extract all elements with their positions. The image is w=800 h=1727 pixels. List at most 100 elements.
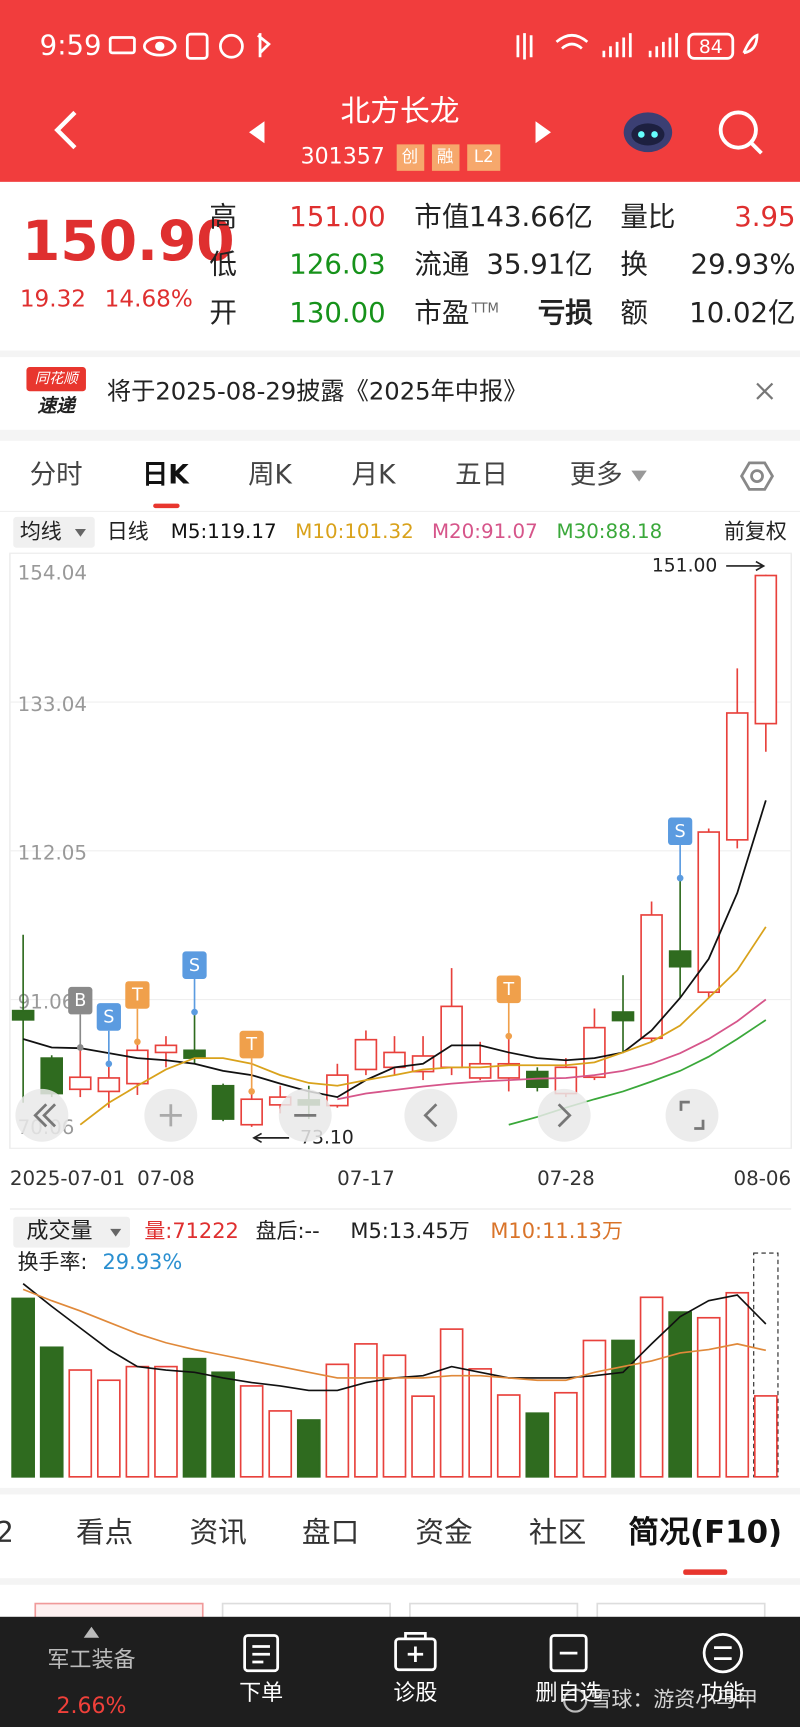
low-arrow — [252, 1132, 290, 1143]
icon — [33, 1103, 57, 1128]
volume-bar — [182, 1357, 207, 1478]
search-icon[interactable] — [718, 110, 763, 155]
volume-bar — [411, 1395, 435, 1478]
indicator-selector-bg[interactable] — [13, 1216, 131, 1248]
x-tick-label: 2025-07-01 — [10, 1167, 125, 1190]
badge-bg — [431, 144, 460, 171]
scroll-left[interactable] — [404, 1088, 458, 1142]
candle-body — [640, 914, 663, 1040]
volume-bar — [639, 1296, 664, 1478]
y-tick-label: 91.06 — [18, 990, 75, 1013]
signal-dot — [134, 1038, 141, 1046]
signal-dot — [191, 1008, 198, 1016]
period-tab[interactable]: 更多 — [570, 460, 623, 491]
volume-label: M10:11.13万 — [490, 1219, 623, 1243]
volume-bar — [125, 1365, 150, 1478]
info-tab[interactable]: 盘口 — [302, 1515, 359, 1549]
icon — [679, 1100, 705, 1130]
legend-entry: M10:101.32 — [295, 520, 413, 543]
volume-bar — [725, 1291, 750, 1478]
info-tab-active[interactable]: 简况(F10) — [628, 1515, 782, 1551]
volume-label: M5:13.45万 — [350, 1219, 469, 1243]
ma-line — [79, 926, 767, 1126]
quote-fields: 高 151.00 低 126.03 开 130.00 市值 143.66亿 流通… — [209, 201, 795, 329]
volume-bar — [268, 1410, 293, 1478]
nav-icons — [243, 1631, 743, 1674]
icon — [423, 1103, 438, 1128]
nav-item[interactable]: 下单 — [239, 1681, 283, 1706]
info-tab[interactable]: 社区 — [529, 1515, 586, 1549]
period-tab[interactable]: 分时 — [30, 460, 83, 491]
assistant-icon[interactable] — [623, 112, 673, 153]
field-label: 市值 — [414, 201, 469, 233]
volume-label: 量:71222 — [144, 1219, 239, 1243]
signal-label: T — [245, 1035, 257, 1055]
candle-body — [383, 1051, 406, 1069]
legend-entry: M20:91.07 — [432, 520, 538, 543]
signal-label: S — [189, 956, 200, 976]
watermark: 雪球：游资小马甲 — [591, 1688, 758, 1712]
next-stock[interactable] — [535, 121, 551, 144]
ma-selector-bg[interactable] — [13, 516, 95, 548]
notice-close[interactable] — [756, 382, 774, 400]
tab-indicator — [683, 1569, 728, 1575]
sector-name[interactable]: 军工装备 — [47, 1648, 135, 1673]
nav-item[interactable]: 诊股 — [393, 1681, 437, 1706]
signal-label: S — [103, 1007, 114, 1027]
field-label: 量比 — [620, 201, 675, 233]
zoom-out-far[interactable] — [15, 1088, 69, 1142]
volume-bar — [96, 1379, 121, 1478]
volume-bar — [325, 1363, 350, 1478]
field-value: 亏损 — [538, 297, 594, 329]
info-tab[interactable]: 资讯 — [190, 1515, 247, 1549]
ma-selector[interactable]: 均线 — [20, 519, 62, 543]
period-tab[interactable]: 五日 — [455, 460, 508, 491]
volume-bar — [753, 1395, 778, 1478]
info-tab[interactable]: 资金 — [415, 1515, 472, 1549]
period-tab[interactable]: 周K — [248, 460, 292, 491]
x-tick-label: 07-17 — [337, 1167, 395, 1190]
field-label: 额 — [620, 297, 648, 329]
candle-body — [126, 1049, 149, 1085]
status-icons — [108, 32, 759, 60]
notice-text[interactable]: 将于2025-08-29披露《2025年中报》 — [107, 376, 528, 405]
watermark-logo — [563, 1688, 588, 1713]
info-tab[interactable]: 2 — [0, 1515, 14, 1549]
badge-bg — [467, 144, 501, 171]
nav-item[interactable]: 功能 — [701, 1681, 745, 1706]
chart-controls — [15, 1088, 719, 1142]
period-type: 日线 — [107, 519, 149, 543]
signal-badge — [668, 817, 693, 846]
legend-entry: M30:88.18 — [556, 520, 662, 543]
candle-body — [154, 1044, 178, 1054]
info-tab[interactable]: 看点 — [76, 1515, 133, 1549]
signal-label: T — [502, 980, 514, 1000]
period-tab-active[interactable]: 日K — [142, 460, 190, 491]
volume-bar — [68, 1369, 93, 1478]
notice-logo-bg — [26, 367, 86, 392]
adjust-mode[interactable]: 前复权 — [724, 519, 787, 543]
badge: 融 — [437, 147, 454, 166]
candle-body — [183, 1049, 206, 1059]
prev-stock[interactable] — [249, 121, 265, 144]
badge-bg — [396, 144, 425, 171]
volume-bar — [211, 1371, 235, 1478]
bottom-nav-bg — [0, 1616, 800, 1727]
scroll-right[interactable] — [537, 1088, 591, 1142]
indicator-selector[interactable]: 成交量 — [26, 1219, 92, 1244]
settings-icon[interactable] — [740, 461, 775, 491]
signal-label: S — [675, 822, 686, 842]
candle-body — [697, 831, 721, 994]
period-tab[interactable]: 月K — [352, 460, 396, 491]
nav-item[interactable]: 删自选 — [536, 1681, 602, 1706]
signal-dot — [505, 1032, 513, 1040]
back-button[interactable] — [54, 110, 77, 150]
volume-bar — [611, 1339, 635, 1478]
volume-bar — [496, 1394, 521, 1478]
field-value: 126.03 — [289, 249, 385, 281]
volume-bar — [154, 1365, 178, 1478]
turnover-label: 换手率: — [18, 1250, 88, 1274]
high-label: 151.00 — [652, 555, 717, 576]
info-tabs: 2 看点 资讯 盘口 资金 社区 简况(F10) — [0, 1515, 782, 1551]
fullscreen[interactable] — [665, 1088, 719, 1142]
